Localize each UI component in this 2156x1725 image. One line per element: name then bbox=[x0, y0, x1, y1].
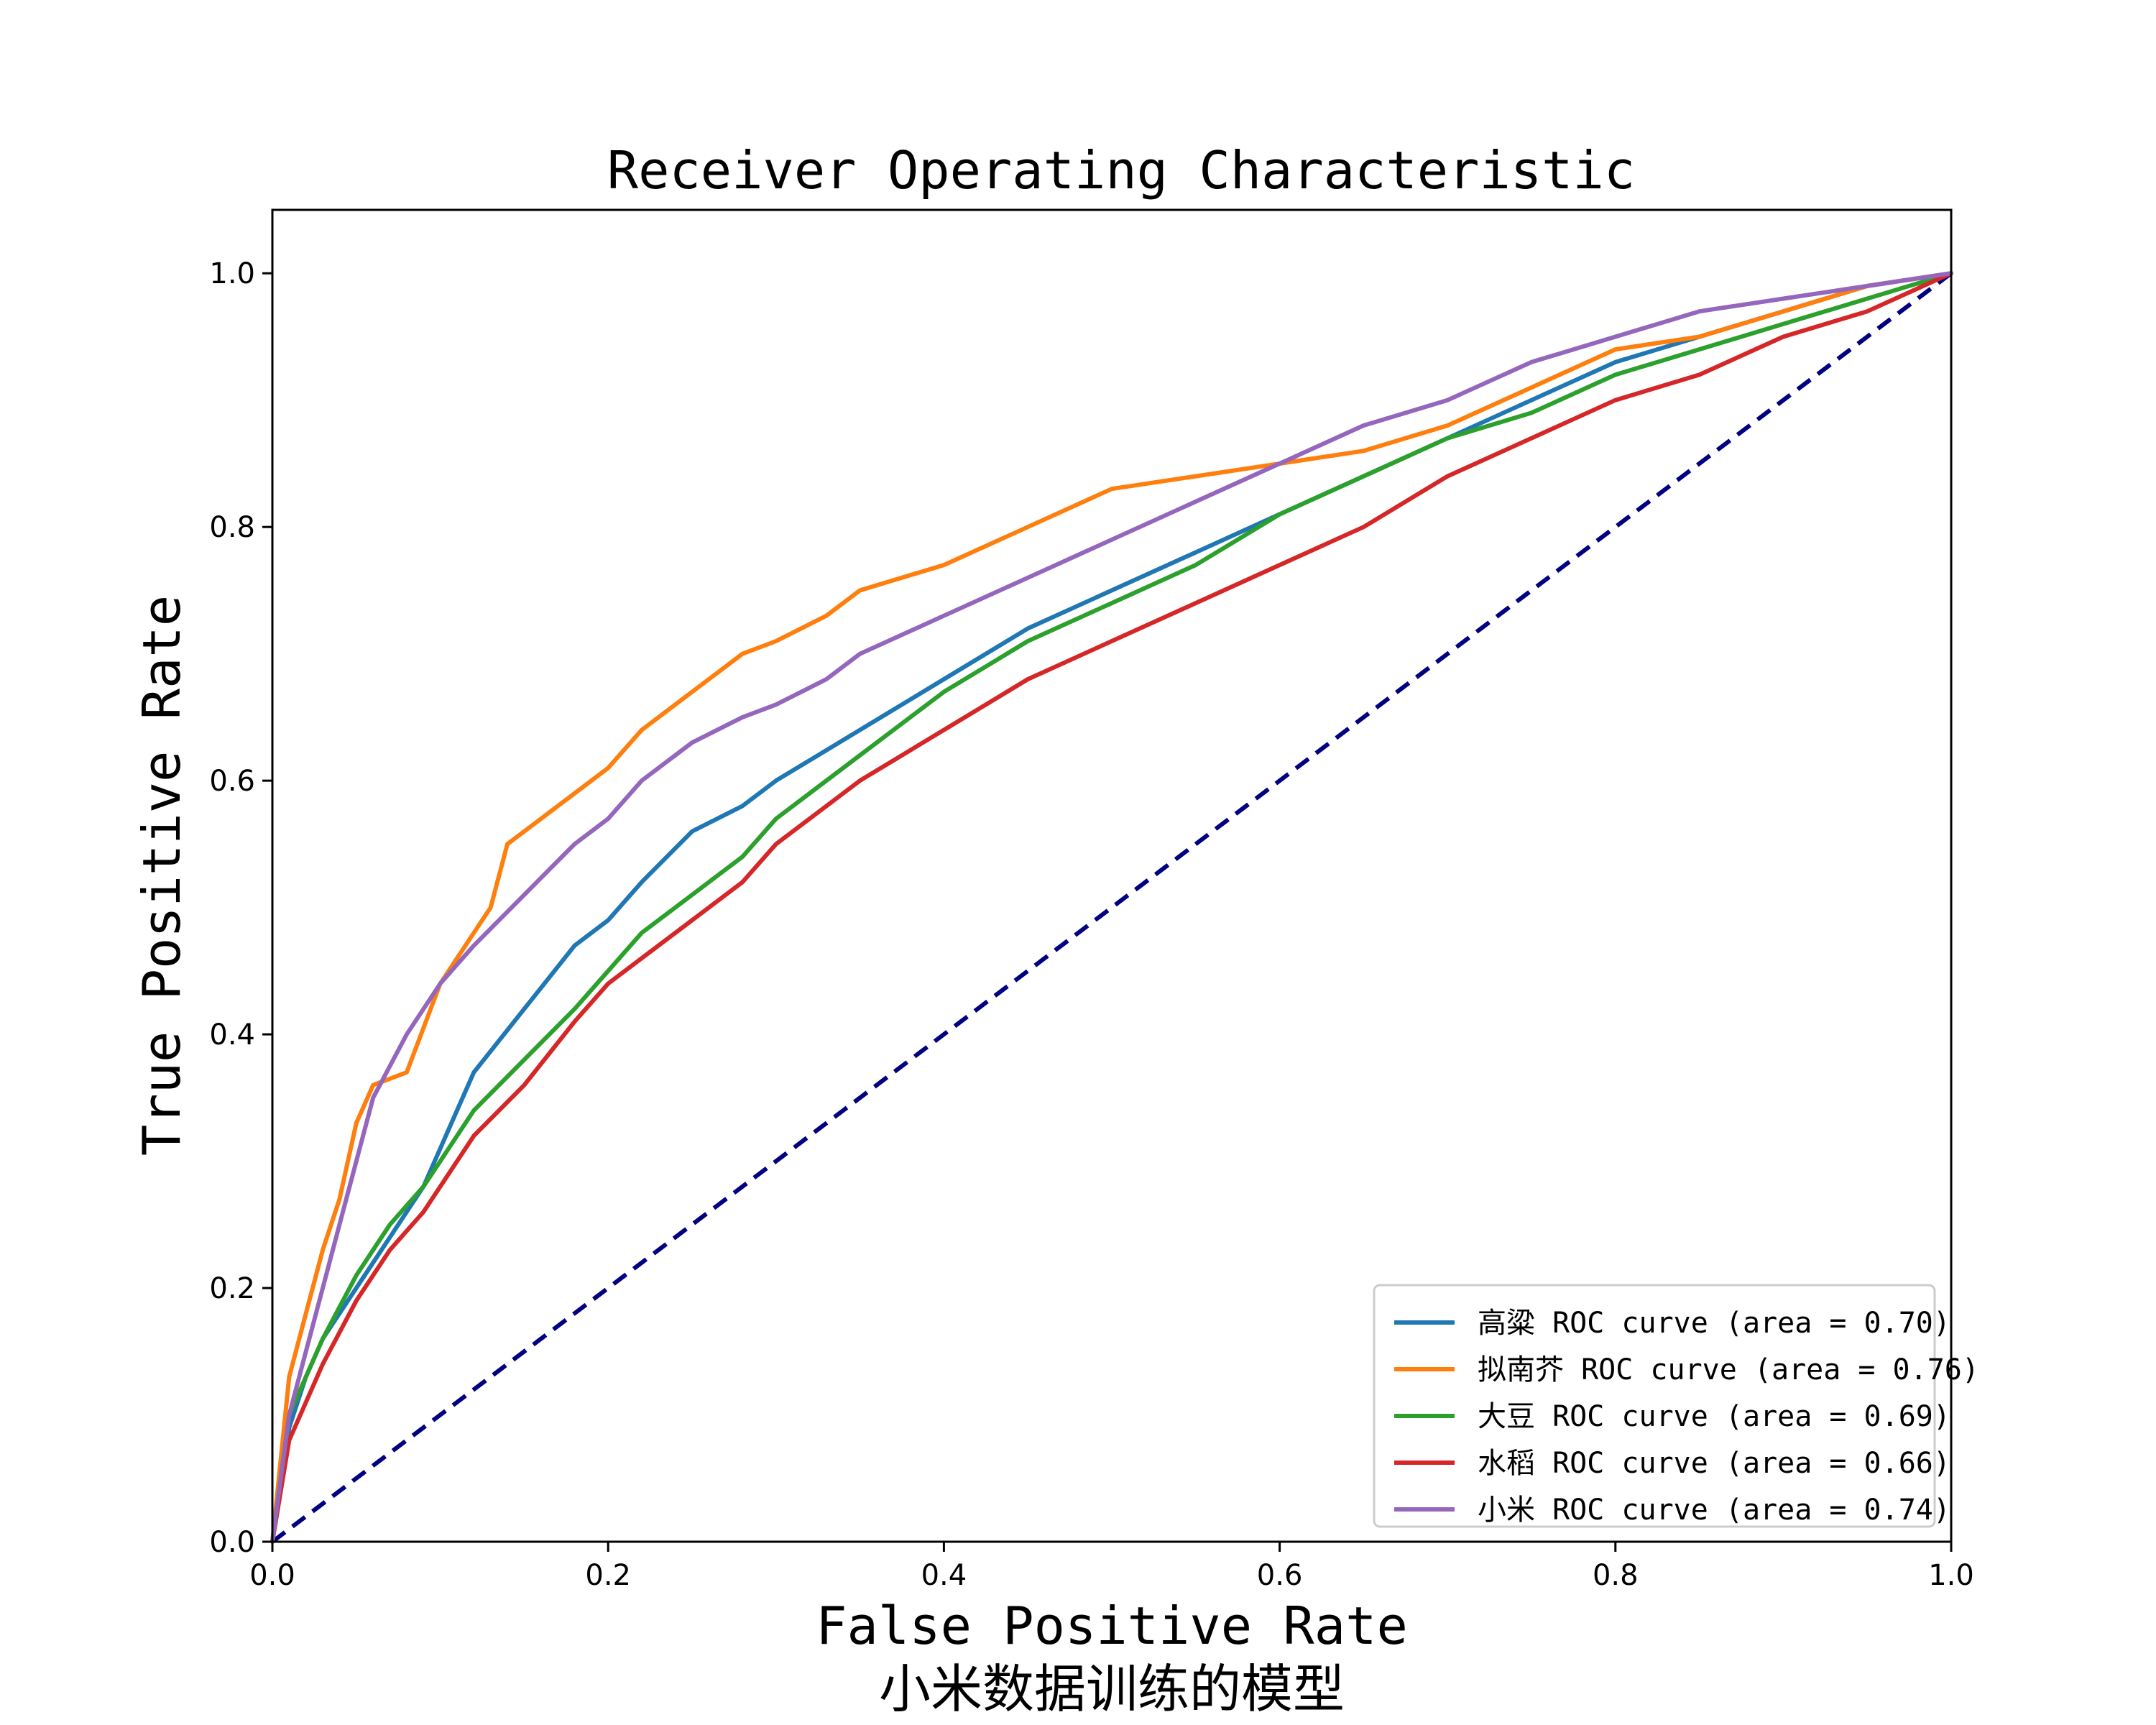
y-axis: 0.0 0.2 0.4 0.6 0.8 1.0 bbox=[209, 257, 272, 1559]
chart-title: Receiver Operating Characteristic bbox=[607, 140, 1635, 201]
series-line-4 bbox=[270, 271, 1953, 1544]
chart-caption: 小米数据训练的模型 bbox=[879, 1659, 1345, 1719]
legend-box bbox=[1373, 1284, 1936, 1528]
y-tick-label: 0.4 bbox=[209, 1018, 255, 1052]
y-tick-label: 0.6 bbox=[209, 765, 255, 798]
y-axis-label: True Positive Rate bbox=[132, 595, 192, 1156]
x-tick-label: 0.4 bbox=[921, 1559, 967, 1592]
series-line-5 bbox=[270, 271, 1953, 1544]
y-tick-label: 0.8 bbox=[209, 511, 255, 544]
legend-entry: 水稻 ROC curve (area = 0.66) bbox=[1478, 1447, 1950, 1480]
y-tick-label: 0.0 bbox=[209, 1526, 255, 1559]
legend: 高粱 ROC curve (area = 0.70) 拟南芥 ROC curve … bbox=[1373, 1284, 1979, 1528]
x-tick-label: 0.2 bbox=[585, 1559, 631, 1592]
x-tick-label: 1.0 bbox=[1928, 1559, 1974, 1592]
plot-area bbox=[270, 271, 1953, 1544]
x-axis: 0.0 0.2 0.4 0.6 0.8 1.0 bbox=[249, 1542, 1974, 1592]
plot-frame bbox=[271, 208, 1953, 1543]
x-axis-label: False Positive Rate bbox=[816, 1596, 1408, 1656]
series-line-3 bbox=[270, 271, 1953, 1544]
y-tick-label: 0.2 bbox=[209, 1272, 255, 1305]
series-line-2 bbox=[270, 271, 1953, 1544]
legend-entry: 小米 ROC curve (area = 0.74) bbox=[1478, 1494, 1950, 1527]
x-tick-label: 0.6 bbox=[1257, 1559, 1303, 1592]
series-line-1 bbox=[270, 271, 1953, 1544]
legend-entry: 大豆 ROC curve (area = 0.69) bbox=[1478, 1400, 1950, 1433]
x-tick-label: 0.0 bbox=[249, 1559, 295, 1592]
legend-entry: 拟南芥 ROC curve (area = 0.76) bbox=[1478, 1353, 1979, 1386]
x-tick-label: 0.8 bbox=[1593, 1559, 1639, 1592]
legend-entry: 高粱 ROC curve (area = 0.70) bbox=[1478, 1307, 1950, 1340]
y-tick-label: 1.0 bbox=[209, 257, 255, 290]
